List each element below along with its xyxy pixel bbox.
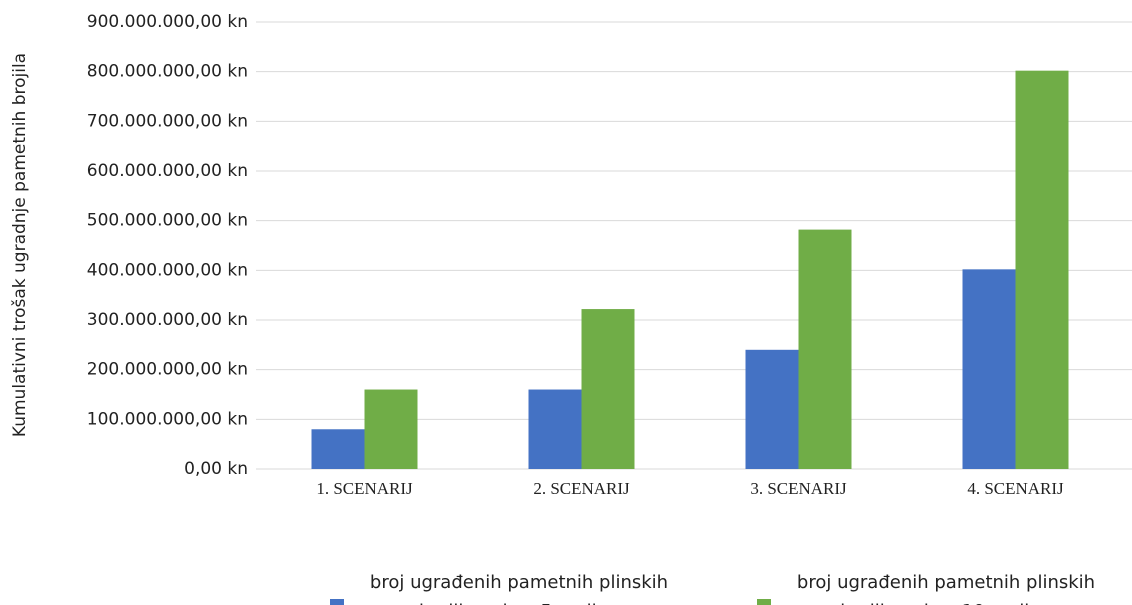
legend-item: broj ugrađenih pametnih plinskih brojila… bbox=[757, 568, 1111, 605]
bar bbox=[581, 309, 635, 469]
y-tick-label: 800.000.000,00 kn bbox=[87, 62, 248, 82]
y-tick-label: 500.000.000,00 kn bbox=[87, 211, 248, 231]
x-tick-label: 4. SCENARIJ bbox=[967, 479, 1064, 498]
legend-label: broj ugrađenih pametnih plinskih brojila… bbox=[796, 572, 1096, 605]
y-tick-label: 400.000.000,00 kn bbox=[87, 260, 248, 280]
legend-swatch bbox=[757, 599, 771, 605]
bar bbox=[745, 349, 799, 469]
bar bbox=[798, 229, 852, 469]
bar bbox=[364, 389, 418, 469]
legend-swatch bbox=[330, 599, 344, 605]
y-axis-title: Kumulativni trošak ugradnje pametnih bro… bbox=[10, 53, 30, 437]
y-tick-label: 0,00 kn bbox=[184, 459, 248, 479]
x-tick-label: 3. SCENARIJ bbox=[750, 479, 847, 498]
bar bbox=[962, 269, 1016, 469]
x-tick-label: 1. SCENARIJ bbox=[316, 479, 413, 498]
bar bbox=[311, 429, 365, 469]
y-tick-label: 600.000.000,00 kn bbox=[87, 161, 248, 181]
y-tick-label: 200.000.000,00 kn bbox=[87, 360, 248, 380]
y-tick-label: 100.000.000,00 kn bbox=[87, 409, 248, 429]
legend-label: broj ugrađenih pametnih plinskih brojila… bbox=[369, 572, 669, 605]
y-tick-label: 300.000.000,00 kn bbox=[87, 310, 248, 330]
y-tick-label: 900.000.000,00 kn bbox=[87, 12, 248, 32]
legend-item: broj ugrađenih pametnih plinskih brojila… bbox=[330, 568, 684, 605]
y-tick-label: 700.000.000,00 kn bbox=[87, 111, 248, 131]
bar bbox=[1015, 70, 1069, 469]
bar bbox=[528, 389, 582, 469]
x-tick-label: 2. SCENARIJ bbox=[533, 479, 630, 498]
